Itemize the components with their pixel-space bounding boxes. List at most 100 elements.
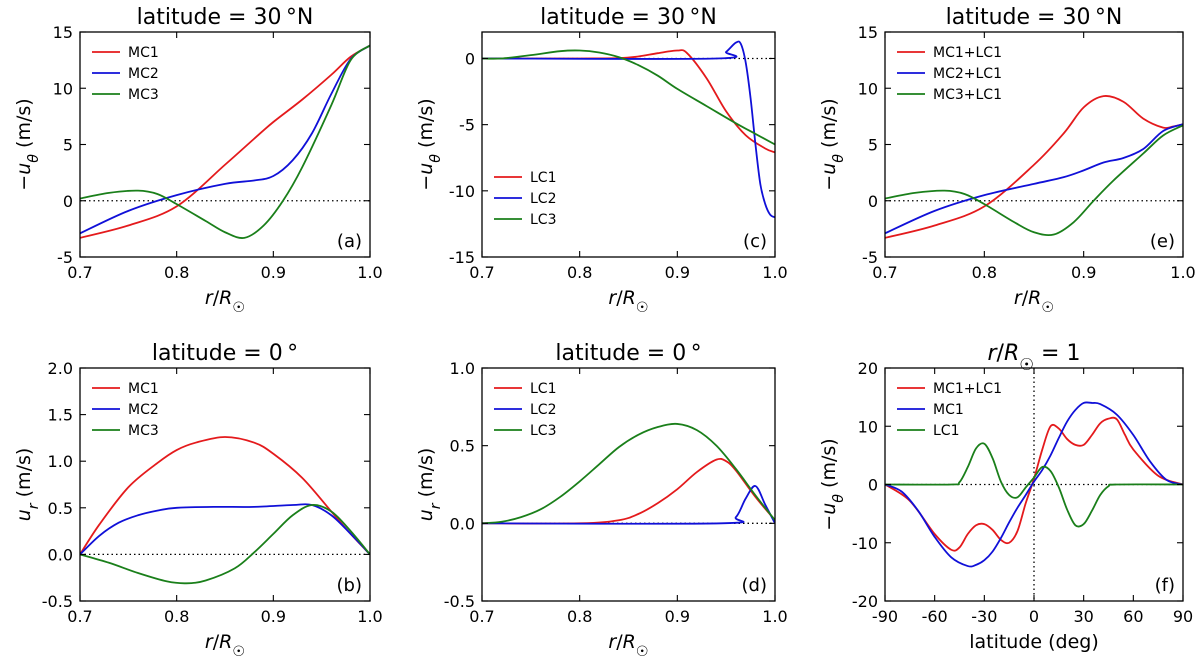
y-tick-label-b: 2.0 [48, 359, 73, 378]
y-tick-label-a: 0 [63, 192, 73, 211]
series-line-b-mc3 [80, 504, 370, 585]
plot-frame-e [884, 31, 1184, 258]
x-tick-label-d: 1.0 [762, 607, 787, 626]
legend-label-a-1: MC2 [128, 66, 159, 82]
legend-b: MC1 MC2 MC3 [92, 381, 159, 439]
y-tick-label-a: -5 [57, 248, 73, 267]
y-tick-label-c: 0 [465, 49, 475, 68]
series-line-b-mc2 [80, 503, 370, 556]
x-tick-label-f: -90 [872, 607, 898, 626]
plot-frame-c [481, 31, 776, 258]
legend-label-b-2: MC3 [128, 423, 159, 439]
legend-label-b-1: MC2 [128, 402, 159, 418]
x-tick-label-e: 1.0 [1170, 263, 1195, 282]
legend-a: MC1 MC2 MC3 [92, 45, 159, 103]
y-tick-label-e: 0 [868, 192, 878, 211]
legend-f: MC1+LC1 MC1 LC1 [897, 381, 1002, 439]
x-tick-label-a: 1.0 [357, 263, 382, 282]
series-line-e-mc1-plus-lc1 [885, 95, 1183, 239]
plot-frame-d [481, 367, 776, 602]
chart-title-f: r/R☉ = 1 [988, 341, 1081, 374]
x-tick-label-a: 0.7 [67, 263, 92, 282]
x-axis-label-c: r/R☉ [608, 287, 648, 316]
x-tick-label-f: 60 [1123, 607, 1143, 626]
legend-label-d-0: LC1 [530, 381, 556, 397]
y-tick-label-e: 5 [868, 136, 878, 155]
chart-title-e: latitude = 30 °N [946, 5, 1123, 30]
legend-label-a-2: MC3 [128, 87, 159, 103]
legend-d: LC1 LC2 LC3 [494, 381, 556, 439]
panel-tag-a: (a) [337, 231, 362, 252]
y-tick-label-b: 1.0 [48, 452, 73, 471]
y-axis-label-f: −uθ (m/s) [818, 438, 847, 530]
y-tick-label-b: 1.5 [48, 406, 73, 425]
chart-title-d: latitude = 0 ° [555, 341, 701, 366]
chart-title-c: latitude = 30 °N [540, 5, 717, 30]
series-line-c-lc3 [482, 49, 775, 146]
x-axis-label-d: r/R☉ [608, 631, 648, 660]
panel-b: 0.7 0.8 0.9 1.0 -0.5 0.0 0.5 1.0 1.5 2.0 latitude … [13, 341, 383, 660]
y-tick-label-c: -15 [449, 248, 475, 267]
x-tick-label-f: 0 [1029, 607, 1039, 626]
y-tick-label-f: 10 [858, 417, 878, 436]
y-tick-label-e: 15 [858, 23, 878, 42]
series-line-a-mc2 [80, 44, 370, 235]
y-tick-label-b: -0.5 [42, 592, 73, 611]
legend-label-e-0: MC1+LC1 [933, 45, 1002, 61]
y-tick-label-b: 0.0 [48, 545, 73, 564]
y-tick-label-c: -5 [459, 116, 475, 135]
legend-label-b-0: MC1 [128, 381, 159, 397]
x-axis-label-e: r/R☉ [1014, 287, 1054, 316]
y-axis-label-a: −uθ (m/s) [13, 98, 42, 190]
y-tick-label-d: 1.0 [450, 359, 475, 378]
x-tick-label-f: 90 [1173, 607, 1193, 626]
panel-f: -90 -60 -30 0 30 60 90 -20 -10 0 10 20 r/R☉ = 1 latit… [818, 341, 1193, 653]
series-line-e-mc2-plus-lc1 [885, 123, 1183, 235]
legend-label-d-2: LC3 [530, 423, 556, 439]
series-line-d-lc3 [482, 422, 775, 525]
x-axis-label-f: latitude (deg) [969, 631, 1099, 653]
legend-label-c-0: LC1 [530, 170, 556, 186]
panel-c: 0.7 0.8 0.9 1.0 -15 -10 -5 0 latitude = 30 °N r/R… [415, 5, 788, 316]
panel-tag-e: (e) [1150, 231, 1175, 252]
y-tick-label-d: -0.5 [444, 592, 475, 611]
x-tick-label-a: 0.8 [164, 263, 189, 282]
legend-label-e-1: MC2+LC1 [933, 66, 1002, 82]
y-tick-label-c: -10 [449, 182, 475, 201]
series-line-b-mc1 [80, 436, 370, 556]
x-tick-label-e: 0.9 [1071, 263, 1096, 282]
y-tick-label-a: 15 [53, 23, 73, 42]
plot-frame-a [79, 31, 371, 258]
legend-label-e-2: MC3+LC1 [933, 87, 1002, 103]
x-tick-label-f: 30 [1073, 607, 1093, 626]
x-axis-label-b: r/R☉ [205, 631, 245, 660]
series-line-d-lc1 [482, 457, 775, 525]
series-line-a-mc3 [80, 44, 370, 239]
y-tick-label-f: 20 [858, 359, 878, 378]
x-tick-label-c: 0.7 [469, 263, 494, 282]
x-tick-label-f: -60 [922, 607, 948, 626]
y-axis-label-b: ur (m/s) [13, 448, 42, 522]
series-line-c-lc1 [482, 49, 775, 154]
x-tick-label-d: 0.9 [665, 607, 690, 626]
series-line-f-mc1-plus-lc1 [885, 416, 1183, 552]
y-axis-label-e: −uθ (m/s) [818, 98, 847, 190]
x-tick-label-f: -30 [971, 607, 997, 626]
x-axis-label-a: r/R☉ [205, 287, 245, 316]
y-tick-label-a: 5 [63, 136, 73, 155]
chart-title-b: latitude = 0 ° [152, 341, 298, 366]
series-line-a-mc1 [80, 44, 370, 239]
x-tick-label-d: 0.7 [469, 607, 494, 626]
legend-label-d-1: LC2 [530, 402, 556, 418]
x-tick-label-c: 1.0 [762, 263, 787, 282]
y-tick-label-b: 0.5 [48, 499, 73, 518]
panel-tag-c: (c) [743, 231, 767, 252]
y-axis-label-d: ur (m/s) [415, 448, 444, 522]
series-line-c-lc2 [482, 40, 775, 219]
series-line-f-lc1 [885, 442, 1183, 528]
y-tick-label-d: 0.0 [450, 514, 475, 533]
y-tick-label-e: -5 [862, 248, 878, 267]
series-line-d-lc2 [482, 485, 775, 525]
y-tick-label-d: 0.5 [450, 437, 475, 456]
